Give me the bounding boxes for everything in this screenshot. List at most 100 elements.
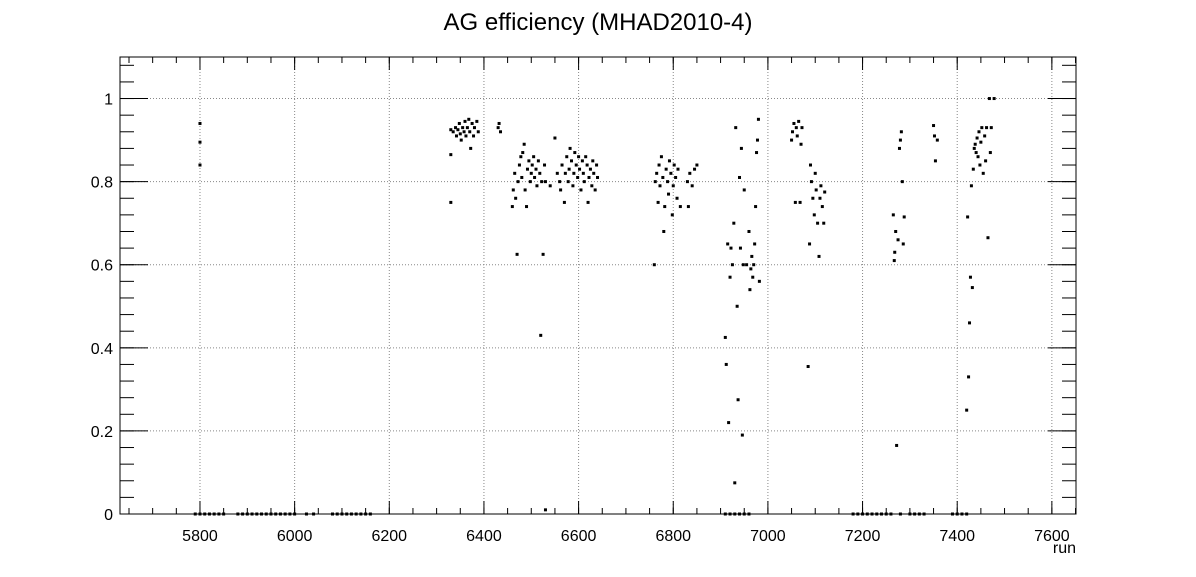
point — [543, 180, 547, 184]
point — [740, 433, 744, 437]
x-axis-label: run — [1053, 540, 1076, 557]
x-tick-label: 7200 — [845, 528, 881, 545]
point — [795, 134, 799, 138]
point — [813, 171, 817, 175]
point — [581, 171, 585, 175]
point — [472, 134, 476, 138]
point — [798, 200, 802, 204]
point — [472, 126, 476, 130]
point — [514, 196, 518, 200]
point — [499, 130, 503, 134]
point — [662, 229, 666, 233]
point — [543, 163, 547, 167]
point — [198, 140, 202, 144]
point — [449, 153, 453, 157]
point — [932, 134, 936, 138]
point — [463, 119, 467, 123]
point — [734, 126, 738, 130]
point — [814, 188, 818, 192]
point — [672, 163, 676, 167]
point — [565, 155, 569, 159]
y-tick-label: 0.6 — [91, 258, 113, 275]
point — [593, 188, 597, 192]
point — [723, 335, 727, 339]
point — [750, 254, 754, 258]
point — [790, 138, 794, 142]
y-tick-label: 1 — [104, 92, 113, 109]
x-tick-label: 6400 — [466, 528, 502, 545]
point — [586, 200, 590, 204]
point — [566, 180, 570, 184]
point — [738, 175, 742, 179]
point — [540, 180, 544, 184]
point — [967, 375, 971, 379]
point — [897, 146, 901, 150]
x-tick-label: 6800 — [655, 528, 691, 545]
point — [666, 180, 670, 184]
point — [968, 275, 972, 279]
point — [470, 121, 474, 125]
point — [972, 146, 976, 150]
y-tick-label: 0 — [104, 507, 113, 524]
point — [584, 155, 588, 159]
x-tick-label: 7000 — [750, 528, 786, 545]
point — [198, 121, 202, 125]
point — [595, 163, 599, 167]
point — [521, 151, 525, 155]
point — [730, 263, 734, 267]
point — [572, 171, 576, 175]
point — [974, 151, 978, 155]
point — [655, 171, 659, 175]
point — [757, 279, 761, 283]
ticks: 5800 6000 6200 6400 6600 6800 7000 7200 7400 7600… — [91, 57, 1077, 545]
x-tick-label: 6000 — [277, 528, 313, 545]
point — [548, 184, 552, 188]
point — [562, 200, 566, 204]
point — [459, 138, 463, 142]
point — [688, 171, 692, 175]
point — [510, 205, 514, 209]
point — [675, 196, 679, 200]
point — [978, 163, 982, 167]
point — [975, 136, 979, 140]
point — [533, 175, 537, 179]
x-tick-label: 6200 — [371, 528, 407, 545]
y-tick-label: 0.8 — [91, 175, 113, 192]
point — [676, 167, 680, 171]
point — [664, 167, 668, 171]
point — [536, 159, 540, 163]
point — [527, 159, 531, 163]
point — [449, 128, 453, 132]
point — [732, 221, 736, 225]
y-tick-label: 0.4 — [91, 341, 113, 358]
x-tick-label: 6600 — [561, 528, 597, 545]
point — [898, 138, 902, 142]
point — [799, 142, 803, 146]
point — [690, 184, 694, 188]
point — [791, 130, 795, 134]
point — [469, 146, 473, 150]
point — [987, 97, 991, 101]
point — [465, 126, 469, 130]
point — [749, 267, 753, 271]
point — [900, 180, 904, 184]
point — [752, 263, 756, 267]
point — [523, 188, 527, 192]
point — [989, 126, 993, 130]
point — [794, 126, 798, 130]
point — [669, 171, 673, 175]
point — [456, 128, 460, 132]
point — [739, 146, 743, 150]
point — [560, 163, 564, 167]
point — [808, 242, 812, 246]
point — [973, 142, 977, 146]
point — [515, 252, 519, 256]
point — [555, 171, 559, 175]
point — [578, 167, 582, 171]
x-tick-label: 7400 — [939, 528, 975, 545]
point — [980, 126, 984, 130]
point — [755, 151, 759, 155]
point — [733, 481, 737, 485]
